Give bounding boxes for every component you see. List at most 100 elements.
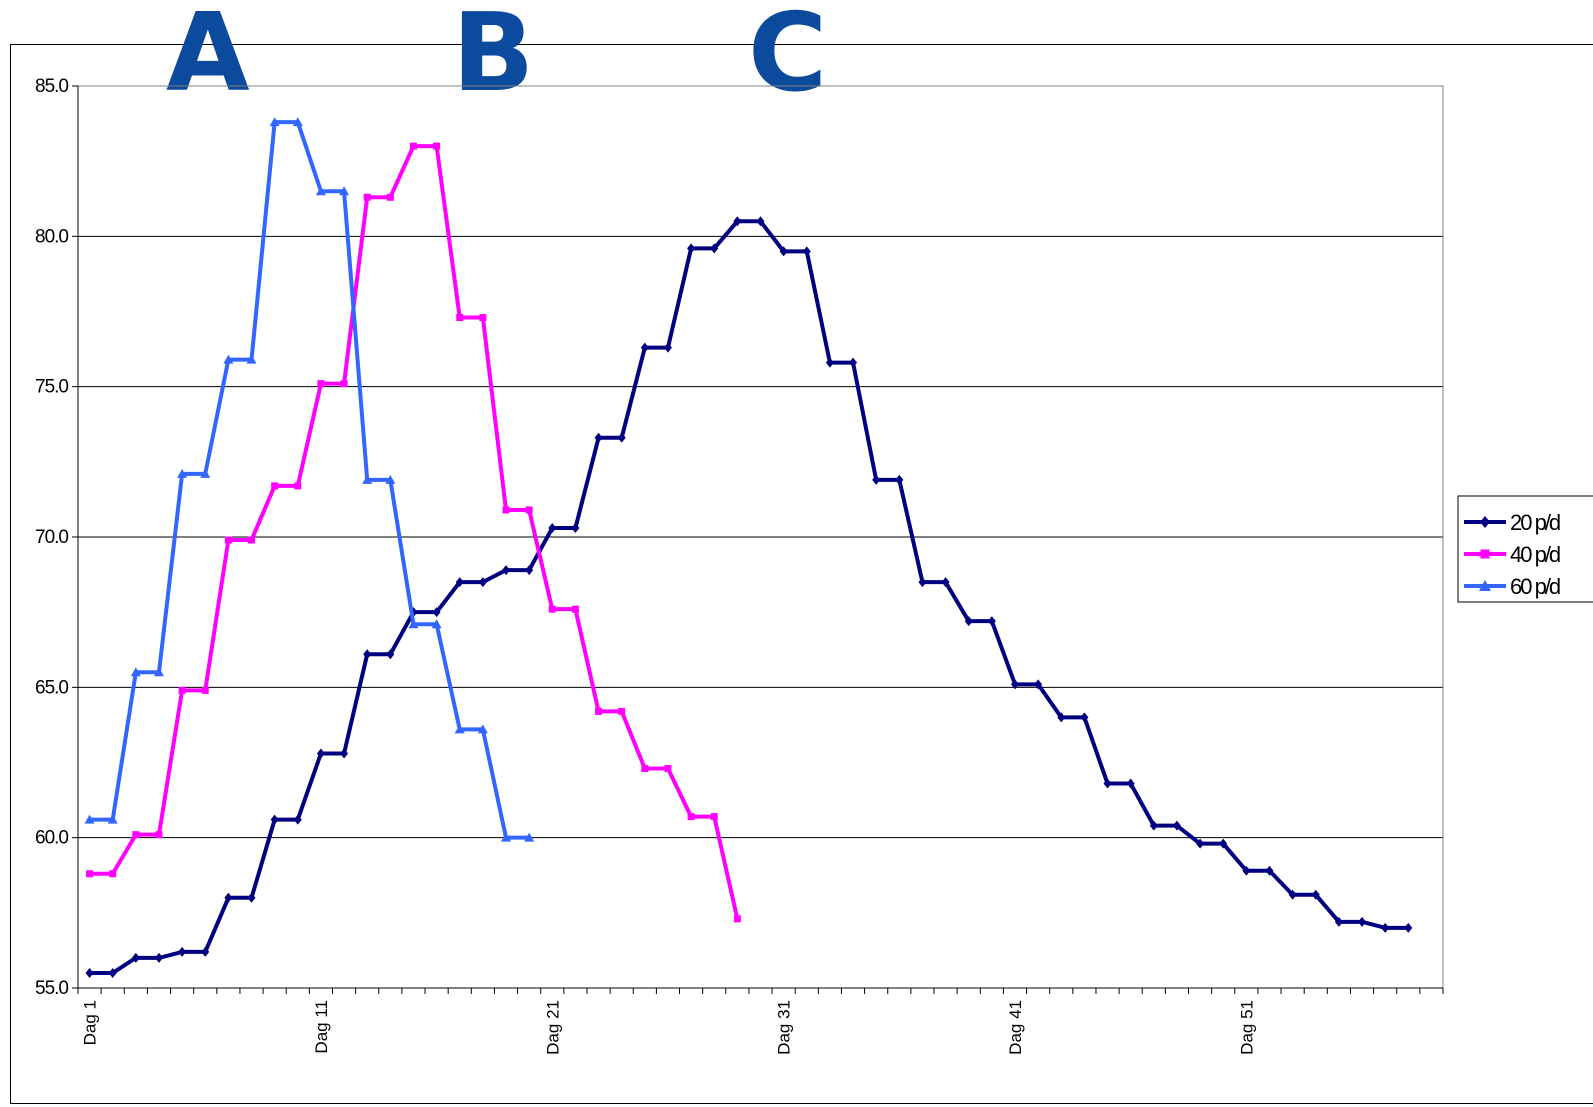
data-point — [1034, 679, 1043, 690]
data-point — [153, 667, 164, 677]
data-point — [1149, 820, 1158, 831]
data-point — [1103, 778, 1112, 789]
data-point — [386, 193, 394, 201]
data-point — [363, 649, 372, 660]
data-point — [386, 649, 395, 660]
data-point — [108, 967, 117, 978]
data-point — [571, 605, 579, 613]
data-point — [733, 216, 742, 227]
data-point — [269, 117, 280, 127]
data-point — [548, 605, 556, 613]
data-point — [316, 748, 325, 759]
data-point — [710, 243, 719, 254]
data-point — [1480, 549, 1490, 559]
legend-item: 60 p/d — [1464, 574, 1562, 599]
data-point — [548, 522, 557, 533]
data-point — [131, 952, 140, 963]
legend-label: 40 p/d — [1510, 542, 1560, 567]
data-point — [1172, 820, 1181, 831]
data-point — [779, 246, 788, 257]
data-point — [941, 577, 950, 588]
data-point — [641, 765, 649, 773]
data-point — [456, 314, 464, 322]
data-point — [246, 354, 257, 364]
x-tick-label: Dag 11 — [312, 1000, 331, 1054]
data-point — [224, 892, 233, 903]
data-point — [849, 357, 858, 368]
data-point — [84, 814, 95, 824]
chart-area — [10, 44, 1593, 1104]
data-point — [200, 468, 211, 478]
data-point — [964, 616, 973, 627]
data-point — [478, 577, 487, 588]
data-point — [340, 380, 348, 388]
data-point — [340, 748, 349, 759]
data-point — [502, 565, 511, 576]
data-point — [664, 765, 672, 773]
data-point — [1265, 865, 1274, 876]
data-point — [455, 577, 464, 588]
data-point — [409, 142, 417, 150]
data-point — [85, 967, 94, 978]
series-2 — [84, 117, 535, 842]
data-point — [525, 565, 534, 576]
legend-item: 40 p/d — [1464, 542, 1562, 567]
data-point — [247, 892, 256, 903]
data-point — [433, 142, 441, 150]
data-point — [271, 482, 279, 490]
y-tick-label: 65.0 — [35, 677, 68, 698]
data-point — [663, 342, 672, 353]
legend-label: 20 p/d — [1510, 510, 1560, 535]
data-point — [501, 832, 512, 842]
data-point — [525, 506, 533, 514]
data-point — [363, 193, 371, 201]
data-point — [1358, 916, 1367, 927]
legend: 20 p/d 40 p/d 60 p/d — [1457, 495, 1593, 603]
y-tick-label: 60.0 — [35, 828, 68, 849]
data-point — [385, 474, 396, 484]
y-tick-label: 85.0 — [35, 76, 68, 97]
data-point — [224, 536, 232, 544]
data-point — [201, 686, 209, 694]
data-point — [201, 946, 210, 957]
data-point — [362, 474, 373, 484]
data-point — [710, 813, 718, 821]
data-point — [640, 342, 649, 353]
data-point — [315, 186, 326, 196]
data-point — [524, 832, 535, 842]
y-tick-label: 75.0 — [35, 377, 68, 398]
data-point — [595, 707, 603, 715]
data-point — [802, 246, 811, 257]
data-point — [687, 243, 696, 254]
data-point — [294, 482, 302, 490]
data-point — [1010, 679, 1019, 690]
data-point — [1126, 778, 1135, 789]
data-point — [1479, 580, 1491, 591]
data-point — [454, 724, 465, 734]
data-point — [293, 814, 302, 825]
series-line — [89, 219, 1409, 975]
data-point — [617, 432, 626, 443]
data-point — [107, 814, 118, 824]
data-point — [687, 813, 695, 821]
series-0 — [85, 216, 1413, 978]
data-point — [178, 686, 186, 694]
data-point — [317, 380, 325, 388]
data-point — [618, 707, 626, 715]
data-point — [756, 216, 765, 227]
data-point — [1219, 838, 1228, 849]
data-point — [178, 946, 187, 957]
data-point — [918, 577, 927, 588]
x-tick-label: Dag 31 — [775, 1000, 794, 1055]
data-point — [1334, 916, 1343, 927]
data-point — [872, 474, 881, 485]
legend-item: 20 p/d — [1464, 510, 1562, 535]
x-tick-label: Dag 21 — [543, 1000, 562, 1055]
series — [84, 117, 1413, 978]
data-point — [154, 952, 163, 963]
annotation-label-b: B — [452, 0, 535, 116]
data-point — [248, 536, 256, 544]
data-point — [109, 870, 117, 878]
data-point — [292, 117, 303, 127]
x-tick-label: Dag 1 — [81, 1000, 100, 1045]
